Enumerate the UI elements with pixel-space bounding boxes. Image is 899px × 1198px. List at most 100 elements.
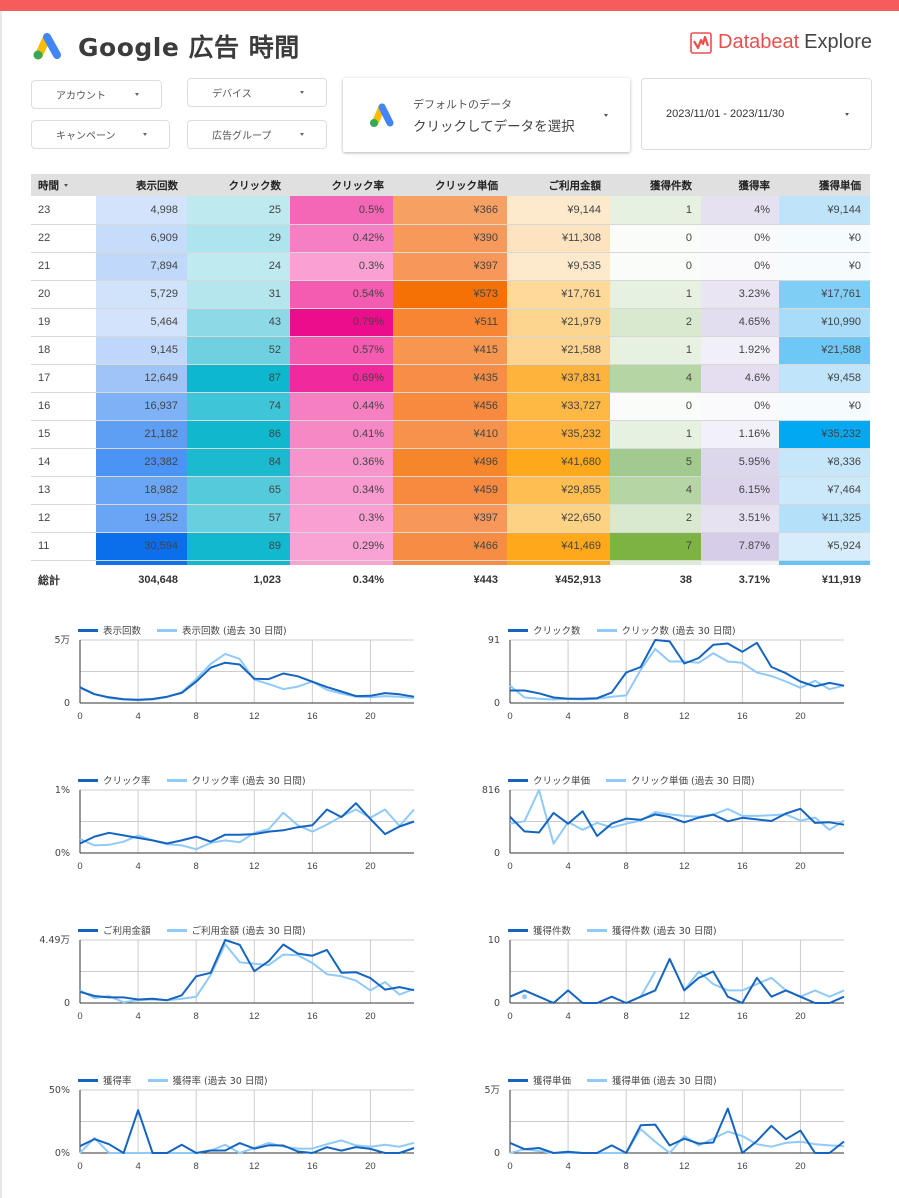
legend-item[interactable]: クリック数 (過去 30 日間) xyxy=(596,623,736,637)
column-header[interactable]: 獲得率 xyxy=(701,174,779,196)
legend-item[interactable]: クリック数 xyxy=(508,623,581,637)
x-tick-label: 4 xyxy=(565,861,570,872)
chart-plot: 0 4 8 12 16 20 0 5万 xyxy=(484,1085,845,1172)
x-tick-label: 4 xyxy=(565,1011,570,1022)
y-tick-label: 1% xyxy=(55,785,70,796)
legend-item[interactable]: 獲得単価 (過去 30 日間) xyxy=(587,1073,717,1087)
table-cell: 86 xyxy=(187,420,290,449)
data-source-selector[interactable]: デフォルトのデータ クリックしてデータを選択 xyxy=(343,78,630,152)
line-chart: 0 4 8 12 16 20 0 91 クリック数 クリック数 (過去 30 日間) xyxy=(460,618,860,728)
legend-swatch xyxy=(508,1078,528,1082)
chart-plot: 0 4 8 12 16 20 0 4.49万 xyxy=(39,935,415,1022)
total-cell: 304,648 xyxy=(96,565,187,595)
chart-legend: クリック率 クリック率 (過去 30 日間) xyxy=(78,773,322,787)
table-cell: 0 xyxy=(610,392,701,421)
brand-name: Databeat xyxy=(718,31,800,53)
device-filter[interactable]: デバイス xyxy=(187,78,327,107)
chevron-down-icon xyxy=(300,91,304,94)
legend-swatch xyxy=(606,778,627,782)
column-header-label: クリック数 xyxy=(228,179,282,192)
date-range-picker[interactable]: 2023/11/01 - 2023/11/30 xyxy=(641,78,872,150)
legend-item[interactable]: 表示回数 (過去 30 日間) xyxy=(157,623,287,637)
x-tick-label: 20 xyxy=(795,861,806,872)
table-cell: 7 xyxy=(610,532,701,561)
legend-item[interactable]: ご利用金額 (過去 30 日間) xyxy=(166,923,306,937)
series-line-current xyxy=(509,807,845,837)
table-cell: 0.42% xyxy=(290,224,393,253)
legend-label: 獲得単価 xyxy=(533,1076,572,1087)
table-cell: ¥41,469 xyxy=(507,532,610,561)
table-cell: 3.51% xyxy=(701,504,779,533)
legend-item[interactable]: 表示回数 xyxy=(78,623,141,637)
total-cell: 1,023 xyxy=(187,565,290,595)
table-cell: 0.44% xyxy=(290,392,393,421)
legend-item[interactable]: 獲得件数 (過去 30 日間) xyxy=(587,923,717,937)
date-range-label: 2023/11/01 - 2023/11/30 xyxy=(666,108,785,120)
table-cell: ¥11,308 xyxy=(507,224,610,253)
legend-item[interactable]: 獲得率 (過去 30 日間) xyxy=(147,1073,268,1087)
x-tick-label: 16 xyxy=(737,1011,748,1022)
column-header[interactable]: クリック単価 xyxy=(393,174,507,196)
table-cell: ¥8,336 xyxy=(779,448,870,477)
account-filter[interactable]: アカウント xyxy=(31,80,162,109)
column-header[interactable]: 表示回数 xyxy=(96,174,187,196)
table-cell: ¥37,831 xyxy=(507,364,610,393)
column-header[interactable]: 時間 xyxy=(31,174,96,196)
table-scroll-remainder xyxy=(31,560,870,565)
table-row: 17 12,649 87 0.69% ¥435 ¥37,831 4 4.6% ¥9,458 xyxy=(31,364,870,393)
series-line-previous xyxy=(509,1128,845,1154)
column-header-label: 獲得単価 xyxy=(819,179,861,192)
chart-plot: 0 4 8 12 16 20 0% 1% xyxy=(55,785,415,872)
x-tick-label: 20 xyxy=(365,861,376,872)
legend-item[interactable]: クリック単価 xyxy=(508,773,590,787)
table-cell: ¥397 xyxy=(393,252,507,281)
chevron-down-icon xyxy=(845,112,849,116)
table-cell: 4 xyxy=(610,364,701,393)
legend-item[interactable]: 獲得件数 xyxy=(508,923,571,937)
device-filter-label: デバイス xyxy=(212,89,252,100)
table-cell: 87 xyxy=(187,364,290,393)
x-tick-label: 16 xyxy=(307,861,318,872)
chevron-down-icon xyxy=(135,93,139,96)
y-tick-label: 10 xyxy=(488,935,500,946)
legend-item[interactable]: 獲得率 xyxy=(78,1073,132,1087)
campaign-filter[interactable]: キャンペーン xyxy=(31,120,170,149)
line-chart: 0 4 8 12 16 20 0 5万 獲得単価 獲得単価 (過去 30 日間) xyxy=(460,1068,860,1178)
top-accent-bar xyxy=(0,0,899,11)
x-tick-label: 8 xyxy=(194,711,199,722)
column-header[interactable]: クリック率 xyxy=(290,174,393,196)
y-tick-label: 0 xyxy=(64,998,70,1009)
legend-item[interactable]: クリック率 (過去 30 日間) xyxy=(166,773,306,787)
line-chart: 0 4 8 12 16 20 0 816 クリック単価 クリック単価 (過去 30 日間) xyxy=(460,768,860,878)
column-header[interactable]: クリック数 xyxy=(187,174,290,196)
table-cell: 0.5% xyxy=(290,196,393,225)
legend-item[interactable]: クリック単価 (過去 30 日間) xyxy=(606,773,755,787)
legend-label: 獲得率 (過去 30 日間) xyxy=(172,1076,268,1087)
column-header[interactable]: 獲得件数 xyxy=(610,174,701,196)
x-tick-label: 8 xyxy=(194,861,199,872)
legend-item[interactable]: 獲得単価 xyxy=(508,1073,571,1087)
table-row: 12 19,252 57 0.3% ¥397 ¥22,650 2 3.51% ¥11,325 xyxy=(31,504,870,533)
series-line-previous xyxy=(639,970,845,998)
table-cell: ¥35,232 xyxy=(779,420,870,449)
series-line-current xyxy=(79,661,415,701)
ad-group-filter[interactable]: 広告グループ xyxy=(187,120,327,149)
x-tick-label: 4 xyxy=(135,1161,140,1172)
table-cell xyxy=(393,560,507,565)
x-tick-label: 20 xyxy=(365,1161,376,1172)
x-tick-label: 20 xyxy=(795,711,806,722)
table-cell: ¥17,761 xyxy=(507,280,610,309)
legend-item[interactable]: ご利用金額 xyxy=(78,923,151,937)
table-cell: 19,252 xyxy=(96,504,187,533)
table-cell: ¥10,990 xyxy=(779,308,870,337)
legend-item[interactable]: クリック率 xyxy=(78,773,151,787)
table-cell: ¥435 xyxy=(393,364,507,393)
x-tick-label: 12 xyxy=(679,1161,690,1172)
y-tick-label: 0 xyxy=(494,998,500,1009)
table-cell: 2 xyxy=(610,308,701,337)
x-tick-label: 0 xyxy=(507,1161,512,1172)
column-header[interactable]: ご利用金額 xyxy=(507,174,610,196)
column-header[interactable]: 獲得単価 xyxy=(779,174,870,196)
table-row: 11 30,594 89 0.29% ¥466 ¥41,469 7 7.87% ¥5,924 xyxy=(31,532,870,561)
table-cell: 0.29% xyxy=(290,532,393,561)
